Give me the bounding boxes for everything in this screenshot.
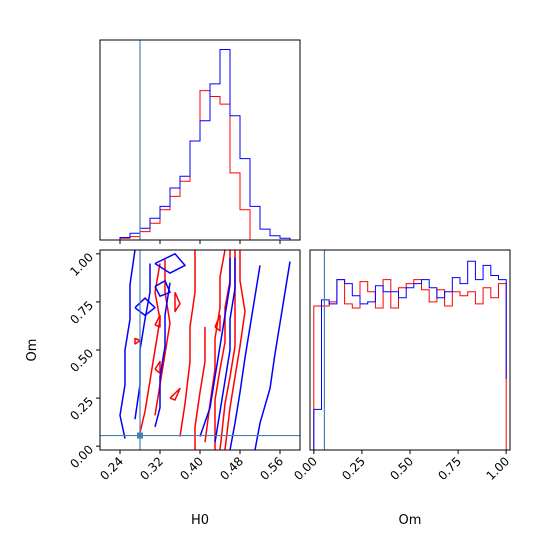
contour-blue-2 <box>154 282 171 428</box>
contour-red-0 <box>139 263 161 433</box>
panel-hist-om: 0.00 0.25 0.50 0.75 1.00 Om <box>291 249 512 528</box>
om-x-tick-label: 1.00 <box>483 454 512 483</box>
om-x-tick-label: 0.25 <box>339 454 368 483</box>
h0-x-tick-label: 0.40 <box>177 454 206 483</box>
contour-blue-7 <box>134 297 156 317</box>
x-axis-label-h0: H0 <box>191 513 209 528</box>
om-y-tick-label: 1.00 <box>67 250 96 279</box>
contour-blue-9 <box>154 253 186 274</box>
contour-red-11 <box>214 314 221 332</box>
om-y-tick-label: 0.75 <box>67 298 96 327</box>
om-y-axis-ticks: 0.00 0.25 0.50 0.75 1.00 <box>67 250 100 471</box>
contour-red-7 <box>224 250 246 450</box>
y-axis-label-om: Om <box>25 339 40 362</box>
contour-blue-6 <box>254 261 291 450</box>
x-axis-label-om: Om <box>399 513 422 528</box>
om-x-tick-label: 0.00 <box>291 454 320 483</box>
h0-hist-series-group <box>100 49 300 241</box>
contour-red-8 <box>174 292 181 313</box>
contour-blue-8 <box>154 280 171 297</box>
panel-hist-h0 <box>99 39 301 244</box>
h0-hist-ticks <box>119 240 281 244</box>
contour-blue-0 <box>119 250 136 439</box>
h0-x-tick-label: 0.24 <box>97 454 126 483</box>
om-y-tick-label: 0.25 <box>67 394 96 423</box>
om-hist-blue <box>310 260 507 451</box>
contour-red-10 <box>169 387 181 401</box>
om-hist-red <box>310 279 507 451</box>
panel-contour-h0-om: 0.24 0.32 0.40 0.48 0.56 0.00 0.25 0.50 0.75 1.0… <box>25 249 301 528</box>
truth-marker <box>137 432 143 439</box>
om-x-tick-label: 0.75 <box>435 454 464 483</box>
h0-x-tick-label: 0.48 <box>217 454 246 483</box>
contour-red-3 <box>194 326 206 450</box>
h0-x-tick-label: 0.56 <box>257 454 286 483</box>
contour-blue-5 <box>229 265 261 450</box>
om-x-tick-label: 0.50 <box>387 454 416 483</box>
h0-x-tick-label: 0.32 <box>137 454 166 483</box>
om-y-tick-label: 0.00 <box>67 442 96 471</box>
contour-blue-4 <box>214 257 236 443</box>
h0-hist-blue <box>100 49 300 241</box>
contour-blue-3 <box>199 257 231 437</box>
contour-red-13 <box>134 337 141 345</box>
om-hist-series-group <box>310 260 507 451</box>
contour-blue-1 <box>134 263 151 420</box>
contour-red-6 <box>219 250 236 450</box>
contour-red-9 <box>154 314 161 328</box>
om-y-tick-label: 0.50 <box>67 346 96 375</box>
contour-red-12 <box>154 360 161 374</box>
contour-red-1 <box>154 259 171 416</box>
contour-red-2 <box>179 250 196 437</box>
h0-hist-red <box>100 90 300 241</box>
om-x-axis-ticks: 0.00 0.25 0.50 0.75 1.00 <box>291 450 512 483</box>
contour-lines-group <box>119 250 291 450</box>
h0-x-axis-ticks: 0.24 0.32 0.40 0.48 0.56 <box>97 450 286 483</box>
